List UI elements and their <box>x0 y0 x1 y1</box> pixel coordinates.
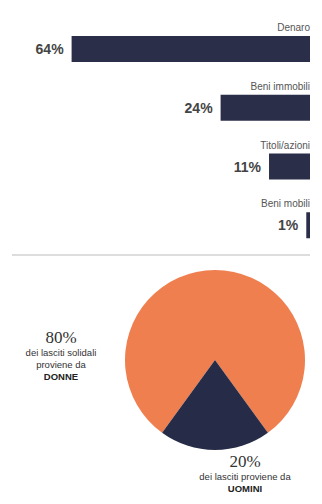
html-text:20%: 20% <box>229 452 261 471</box>
html-text:UOMINI: UOMINI <box>227 483 263 494</box>
svg-text:24%: 24% <box>185 100 214 116</box>
html-text:dei lasciti proviene da: dei lasciti proviene da <box>199 471 291 482</box>
svg-text:Beni immobili: Beni immobili <box>251 81 310 92</box>
svg-text:11%: 11% <box>234 159 262 175</box>
svg-text:1%: 1% <box>278 217 299 233</box>
svg-text:Denaro: Denaro <box>277 22 310 33</box>
html-text:dei lasciti solidali proviene: dei lasciti solidali proviene da <box>25 347 97 370</box>
svg-text:64%: 64% <box>36 41 65 57</box>
html-text:80%: 80% <box>45 328 77 347</box>
svg-text:Beni mobili: Beni mobili <box>261 198 310 209</box>
svg-text:Titoli/azioni: Titoli/azioni <box>260 140 310 151</box>
html-text:DONNE: DONNE <box>43 371 79 382</box>
